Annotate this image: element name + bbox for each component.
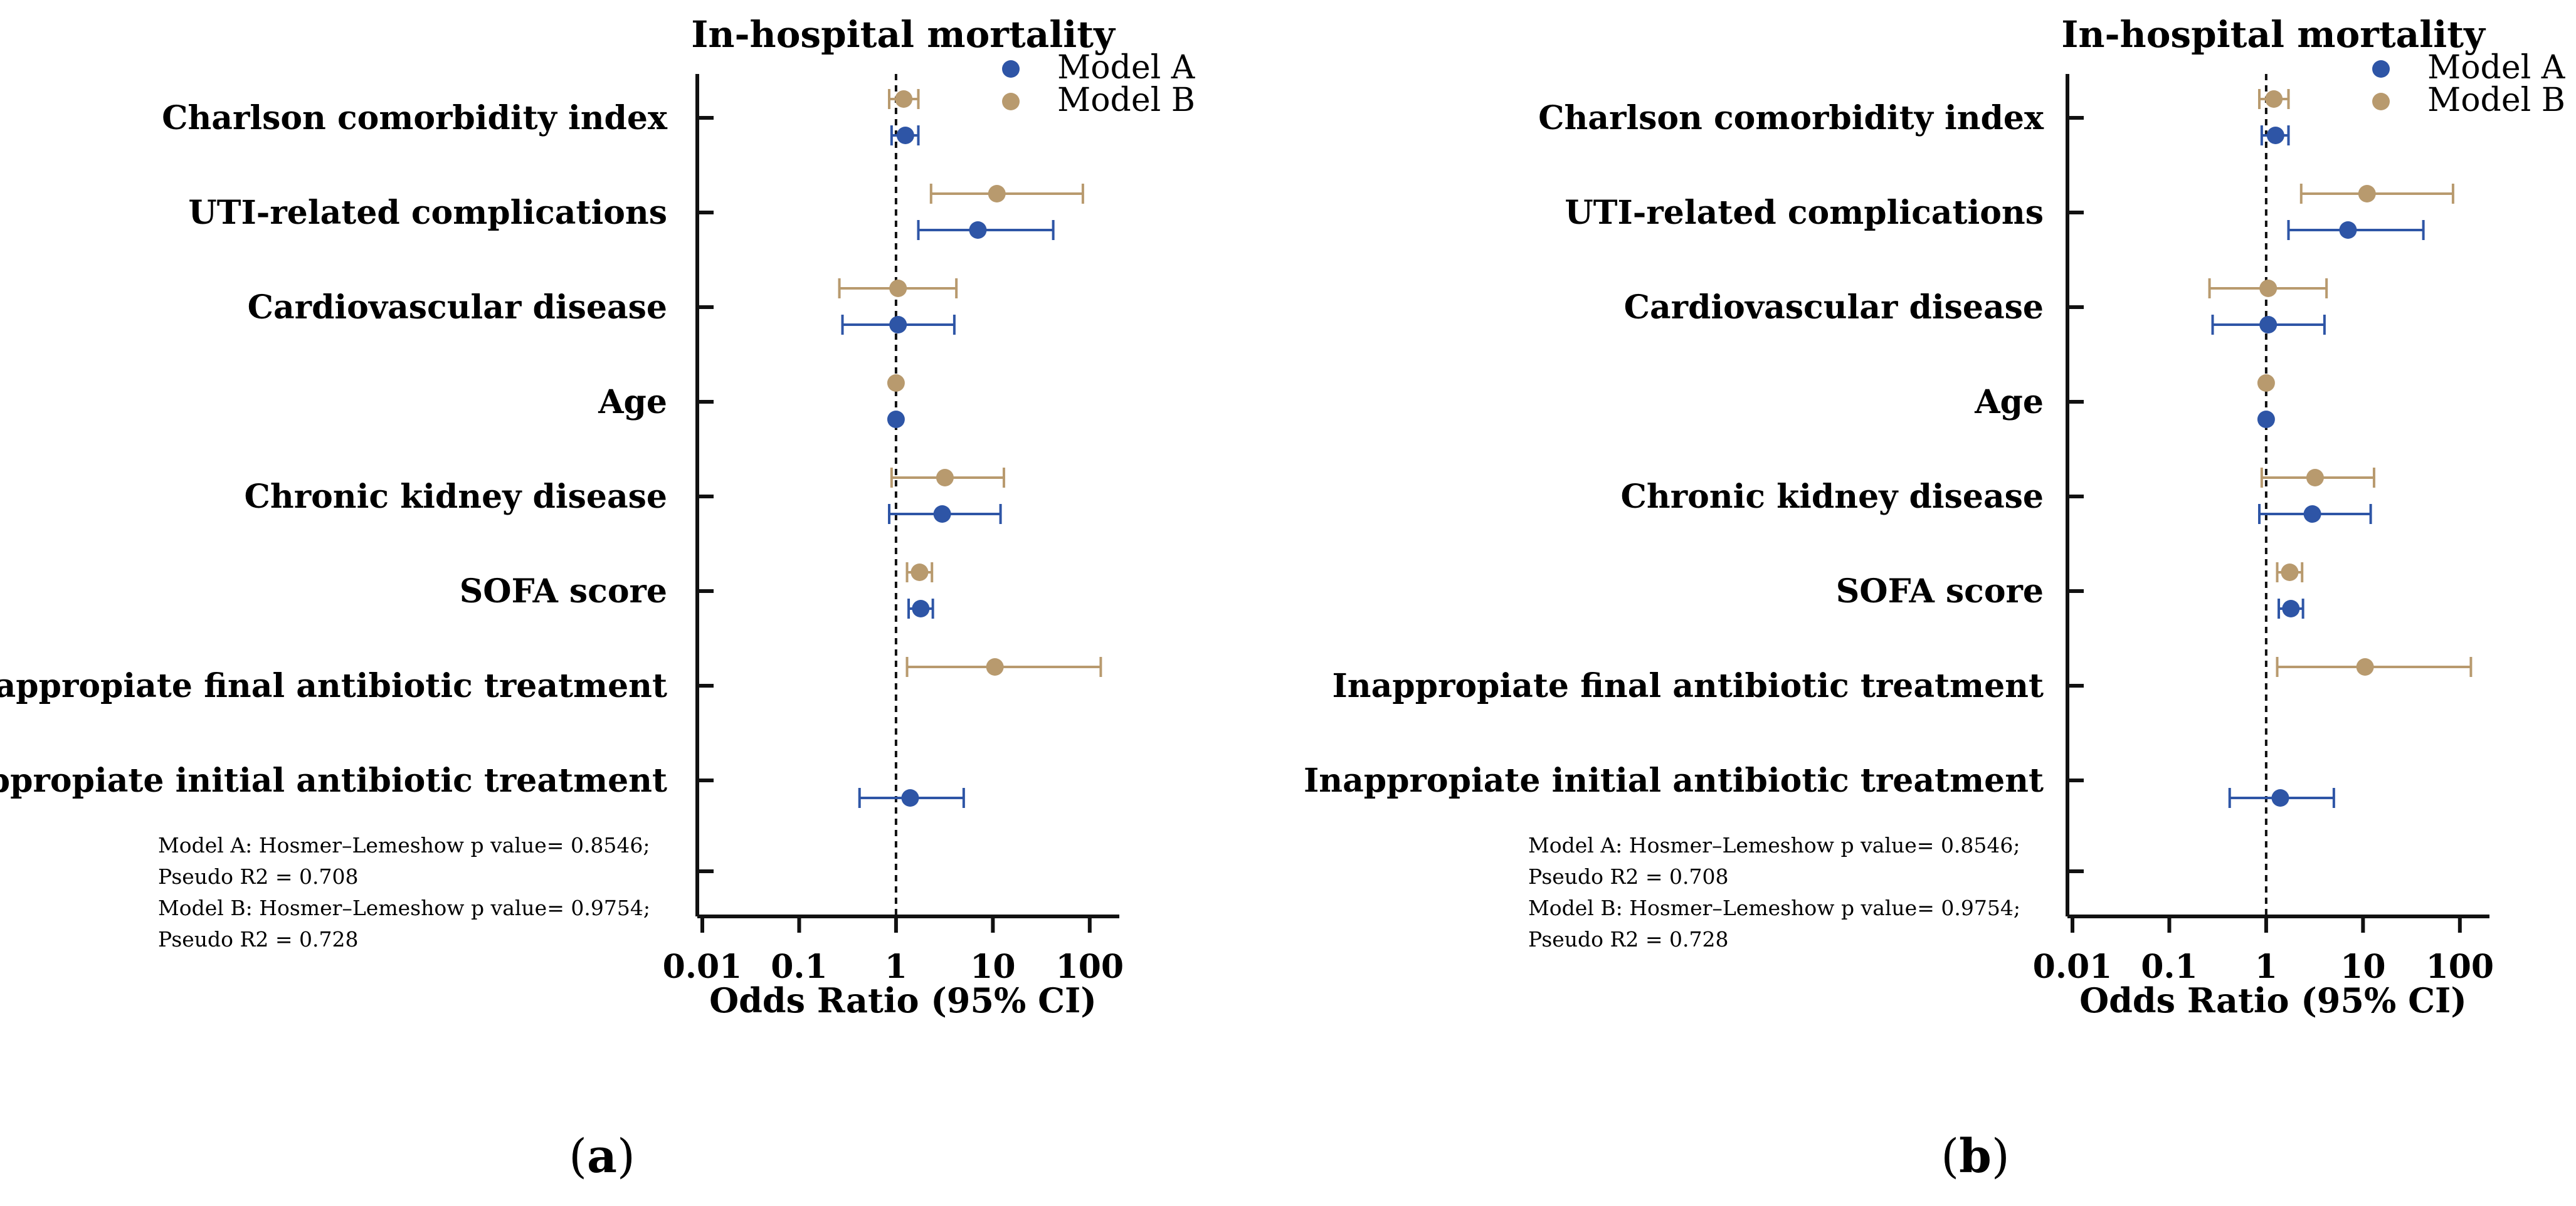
- x-tick-label: 0.1: [2141, 948, 2197, 986]
- chart-title: In-hospital mortality: [691, 13, 1116, 56]
- x-tick-label: 0.01: [2033, 948, 2113, 986]
- point-estimate: [911, 564, 929, 581]
- x-tick-label: 10: [2340, 948, 2385, 986]
- legend-label: Model B: [1057, 81, 1195, 119]
- x-tick-label: 100: [1056, 948, 1124, 986]
- row-label: SOFA score: [460, 572, 667, 611]
- row-label: Age: [598, 383, 667, 421]
- point-estimate: [933, 505, 951, 523]
- x-axis-label: Odds Ratio (95% CI): [709, 980, 1097, 1020]
- x-tick-label: 1: [2255, 948, 2278, 986]
- row-label: Charlson comorbidity index: [1538, 99, 2044, 137]
- model-fit-note: Pseudo R2 = 0.728: [1528, 927, 1728, 952]
- model-fit-note: Pseudo R2 = 0.708: [1528, 864, 1728, 889]
- point-estimate: [2271, 789, 2289, 807]
- point-estimate: [912, 600, 930, 617]
- row-label: Cardiovascular disease: [248, 288, 667, 327]
- point-estimate: [2303, 505, 2321, 523]
- point-estimate: [889, 316, 907, 333]
- point-estimate: [2282, 600, 2300, 617]
- point-estimate: [2259, 280, 2278, 297]
- point-estimate: [969, 221, 987, 239]
- model-fit-note: Model A: Hosmer–Lemeshow p value= 0.8546…: [158, 833, 650, 857]
- point-estimate: [2339, 221, 2357, 239]
- row-label: Chronic kidney disease: [245, 478, 667, 516]
- x-tick-label: 0.01: [663, 948, 742, 986]
- model-fit-note: Model B: Hosmer–Lemeshow p value= 0.9754…: [158, 896, 650, 920]
- model-fit-note: Model A: Hosmer–Lemeshow p value= 0.8546…: [1528, 833, 2020, 857]
- point-estimate: [889, 280, 907, 297]
- point-estimate: [988, 185, 1006, 202]
- chart-title: In-hospital mortality: [2061, 13, 2486, 56]
- panel-a: In-hospital mortality Charlson comorbidit…: [0, 13, 1196, 1020]
- row-label: UTI-related complications: [1565, 194, 2044, 232]
- legend-label: Model B: [2427, 81, 2565, 119]
- row-label: Charlson comorbidity index: [162, 99, 668, 137]
- x-tick-label: 10: [970, 948, 1015, 986]
- point-estimate: [2257, 411, 2275, 428]
- row-label: Inappropiate final antibiotic treatment: [0, 667, 667, 705]
- x-tick-label: 100: [2426, 948, 2494, 986]
- point-estimate: [2306, 469, 2324, 486]
- row-label: Inappropiate initial antibiotic treatmen…: [1304, 762, 2044, 800]
- point-estimate: [2356, 658, 2374, 676]
- model-fit-note: Pseudo R2 = 0.708: [158, 864, 358, 889]
- legend-marker: [1002, 93, 1020, 110]
- point-estimate: [2266, 127, 2284, 144]
- point-estimate: [2281, 564, 2299, 581]
- panel-b: In-hospital mortality Charlson comorbidit…: [1304, 13, 2566, 1020]
- legend-label: Model A: [1057, 49, 1196, 87]
- row-label: Chronic kidney disease: [1621, 478, 2044, 516]
- x-tick-label: 0.1: [771, 948, 827, 986]
- legend-marker: [1002, 60, 1020, 78]
- point-estimate: [2358, 185, 2376, 202]
- row-label: UTI-related complications: [188, 194, 667, 232]
- legend-marker: [2372, 93, 2390, 110]
- panel-label-b: (b): [1941, 1130, 2010, 1183]
- row-label: Age: [1974, 383, 2044, 421]
- point-estimate: [887, 374, 905, 392]
- panel-label-a: (a): [569, 1130, 635, 1183]
- point-estimate: [887, 411, 905, 428]
- row-label: Inappropiate initial antibiotic treatmen…: [0, 762, 667, 800]
- point-estimate: [986, 658, 1004, 676]
- point-estimate: [896, 127, 914, 144]
- point-estimate: [936, 469, 954, 486]
- legend-marker: [2372, 60, 2390, 78]
- point-estimate: [2257, 374, 2275, 392]
- point-estimate: [2265, 90, 2283, 108]
- point-estimate: [2259, 316, 2278, 333]
- point-estimate: [895, 90, 913, 108]
- x-axis-label: Odds Ratio (95% CI): [2079, 980, 2467, 1020]
- row-label: Cardiovascular disease: [1624, 288, 2044, 327]
- x-tick-label: 1: [885, 948, 907, 986]
- point-estimate: [901, 789, 919, 807]
- legend-label: Model A: [2427, 49, 2566, 87]
- row-label: SOFA score: [1836, 572, 2044, 611]
- row-label: Inappropiate final antibiotic treatment: [1332, 667, 2044, 705]
- model-fit-note: Model B: Hosmer–Lemeshow p value= 0.9754…: [1528, 896, 2020, 920]
- model-fit-note: Pseudo R2 = 0.728: [158, 927, 358, 952]
